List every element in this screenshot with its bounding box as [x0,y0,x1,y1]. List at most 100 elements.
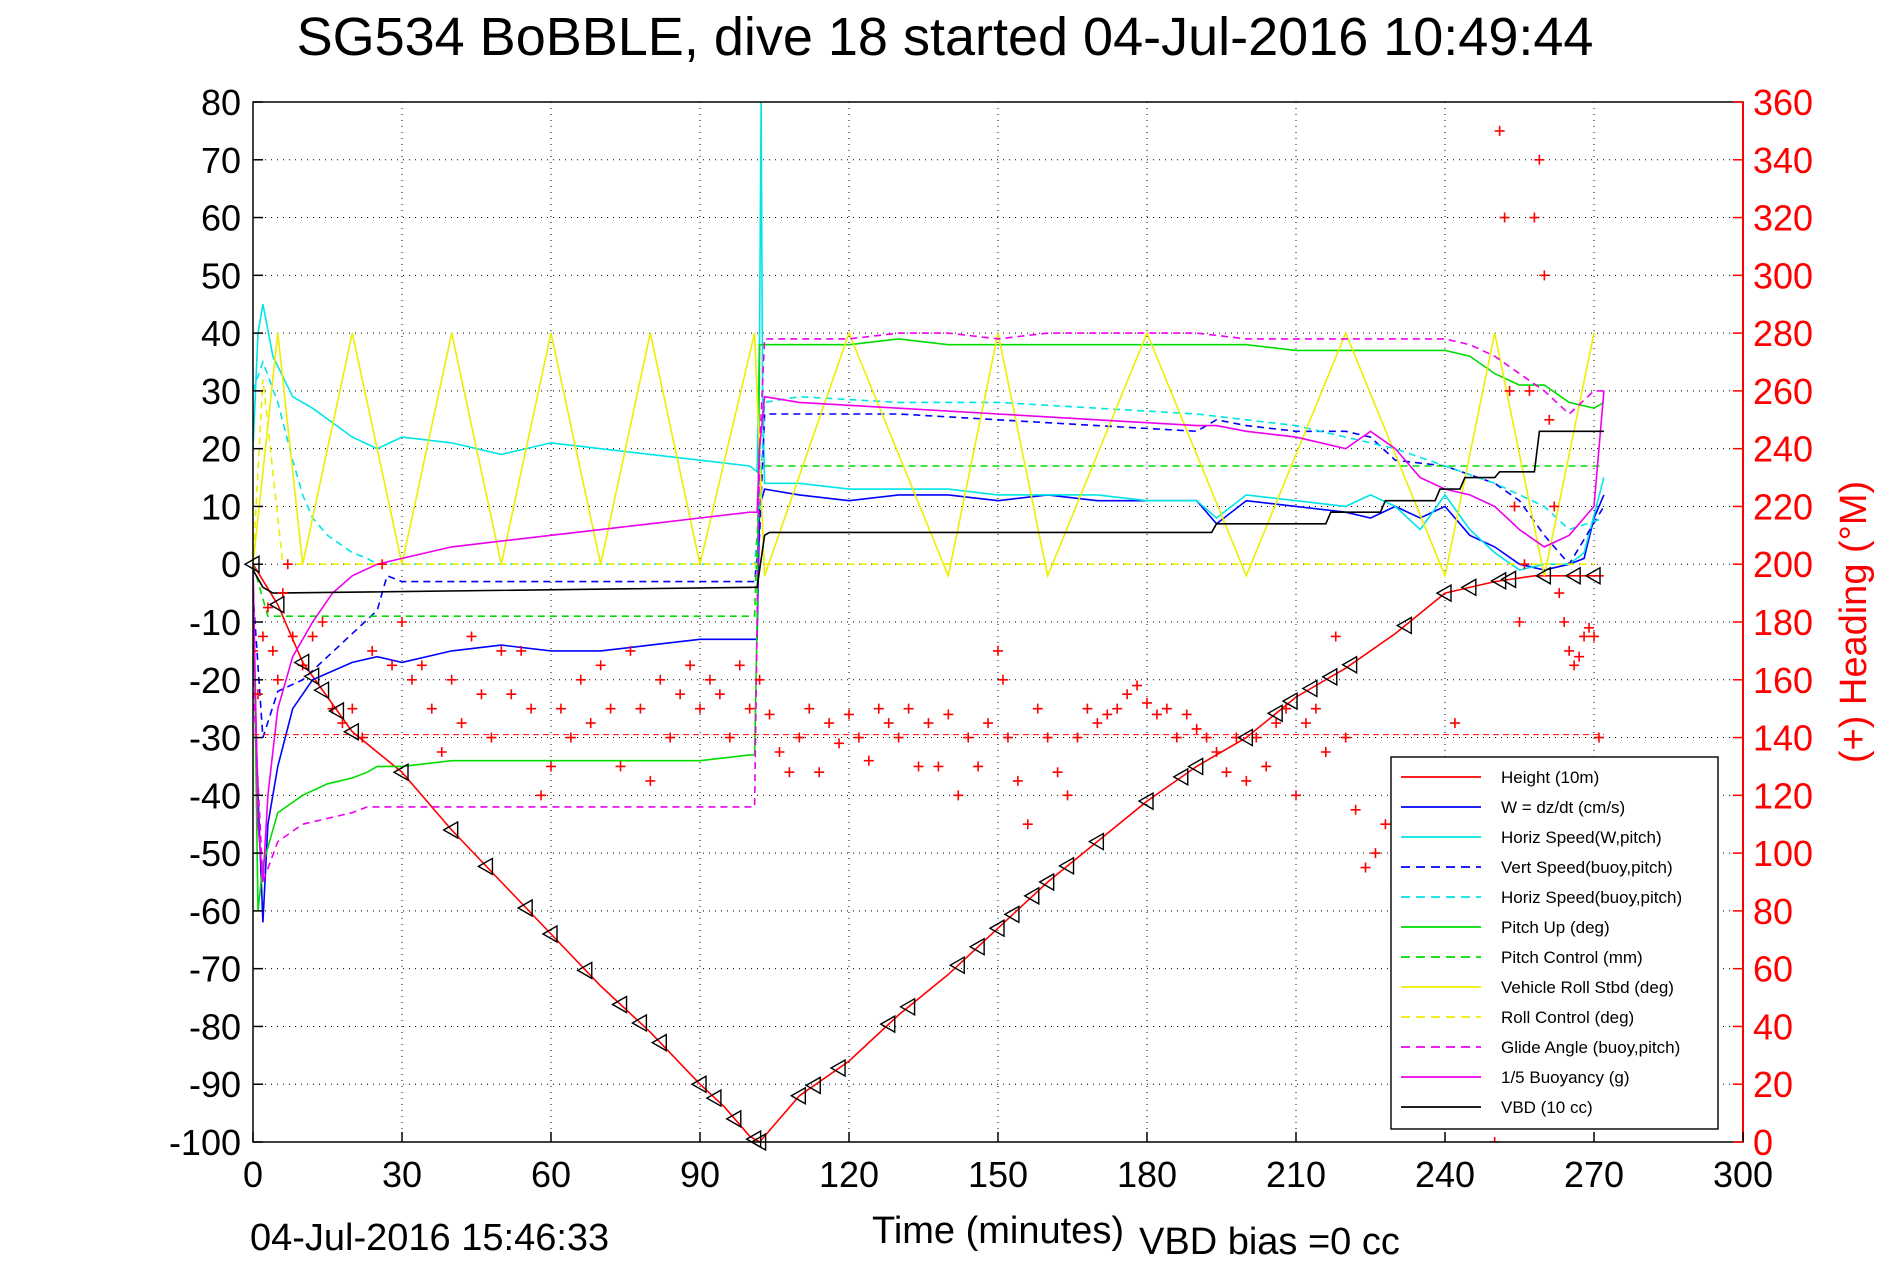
heading-point [1032,703,1043,714]
depth-marker-triangle [1023,886,1040,906]
heading-point [744,703,755,714]
heading-point [397,617,407,627]
heading-point [1554,588,1565,599]
depth-marker-triangle [442,820,459,840]
heading-point [704,674,715,685]
heading-point [645,775,656,786]
depth-marker-triangle [690,1075,707,1094]
heading-point [764,709,775,720]
heading-point [893,732,904,743]
x-tick-label: 270 [1564,1154,1624,1195]
y-tick-label: -40 [189,775,241,816]
y-tick-label: -90 [189,1064,241,1105]
x-axis-label: Time (minutes) [872,1210,1124,1252]
depth-marker-triangle [1172,767,1189,787]
heading-point [516,645,527,656]
heading-point [1112,703,1123,714]
heading-point [1291,790,1301,801]
y2-tick-label: 200 [1753,544,1813,585]
legend-label: Vert Speed(buoy,pitch) [1501,858,1673,877]
heading-point [1569,660,1580,671]
heading-point [1191,723,1202,734]
legend-label: W = dz/dt (cm/s) [1501,798,1625,817]
heading-point [1012,775,1023,786]
heading-point [695,703,705,714]
depth-marker-triangle [1038,872,1055,892]
depth-marker-triangle [1087,832,1105,851]
depth-marker-triangle [705,1088,722,1108]
heading-point [903,703,914,714]
heading-point [1122,689,1133,700]
depth-marker-triangle [303,667,320,686]
heading-point [794,732,805,743]
heading-point [1340,732,1351,743]
heading-point [1519,559,1530,570]
y2-tick-label: 120 [1753,775,1813,816]
heading-point [506,689,517,700]
y-tick-label: -60 [189,891,241,932]
y2-tick-label: 180 [1753,602,1813,643]
heading-point [963,732,974,743]
depth-marker-triangle [268,595,285,614]
legend-label: VBD (10 cc) [1501,1098,1593,1117]
depth-marker-triangle [968,937,985,956]
y2-tick-label: 320 [1753,198,1813,239]
series-line-1-5-buoyancy-g- [253,390,1605,883]
heading-point [863,755,874,766]
x-tick-label: 60 [531,1154,571,1195]
heading-point [675,689,686,700]
series-line-height-10m- [253,563,1604,1142]
legend: Height (10m) W = dz/dt (cm/s) Horiz Speed(… [1390,756,1719,1130]
heading-point [253,689,263,700]
y2-tick-label: 360 [1753,82,1813,123]
y2-tick-label: 240 [1753,429,1813,470]
y2-tick-label: 340 [1753,140,1813,181]
heading-point [1042,732,1053,743]
legend-label: Pitch Up (deg) [1501,918,1610,937]
heading-point [277,588,288,599]
y-tick-label: 20 [201,429,241,470]
vbd-bias-label: VBD bias =0 cc [1139,1221,1400,1262]
depth-marker-triangle [1490,571,1507,591]
heading-point [536,790,547,801]
depth-marker-triangle [1058,856,1075,876]
heading-point [1504,385,1515,396]
heading-point [873,703,884,714]
x-tick-label: 30 [382,1154,422,1195]
heading-point [1181,709,1192,720]
heading-point [1221,767,1232,778]
heading-point [317,617,328,627]
marker-layer [243,555,1601,1152]
heading-point [1593,732,1604,743]
heading-point [1052,767,1063,778]
depth-marker-triangle [725,1109,742,1129]
heading-point [1102,709,1113,720]
heading-point [337,718,348,729]
heading-point [416,660,427,671]
heading-point [1574,651,1585,662]
y-tick-label: 70 [201,140,241,181]
depth-marker-triangle [1301,679,1318,698]
series-line-pitch-control-mm- [253,465,1604,618]
legend-label: Height (10m) [1501,768,1599,787]
series-line-glide-angle-buoy-pitch- [253,332,1604,883]
heading-point [555,703,566,714]
heading-point [724,732,735,743]
depth-marker-triangle [1500,570,1517,589]
heading-point [1494,125,1505,136]
heading-point [1564,645,1575,656]
y-tick-label: -70 [189,949,241,990]
heading-point [466,631,477,642]
heading-point [993,645,1003,656]
heading-point [1022,819,1033,830]
heading-point [625,645,636,656]
legend-label: Horiz Speed(buoy,pitch) [1501,888,1682,907]
y2-tick-label: 20 [1753,1064,1793,1105]
depth-marker-triangle [1281,691,1298,711]
heading-point [476,689,487,700]
depth-marker-triangle [1266,704,1283,723]
heading-point [565,732,576,743]
y-tick-label: 60 [201,198,241,239]
depth-marker-triangle [988,919,1005,938]
y2-tick-label: 100 [1753,833,1813,874]
